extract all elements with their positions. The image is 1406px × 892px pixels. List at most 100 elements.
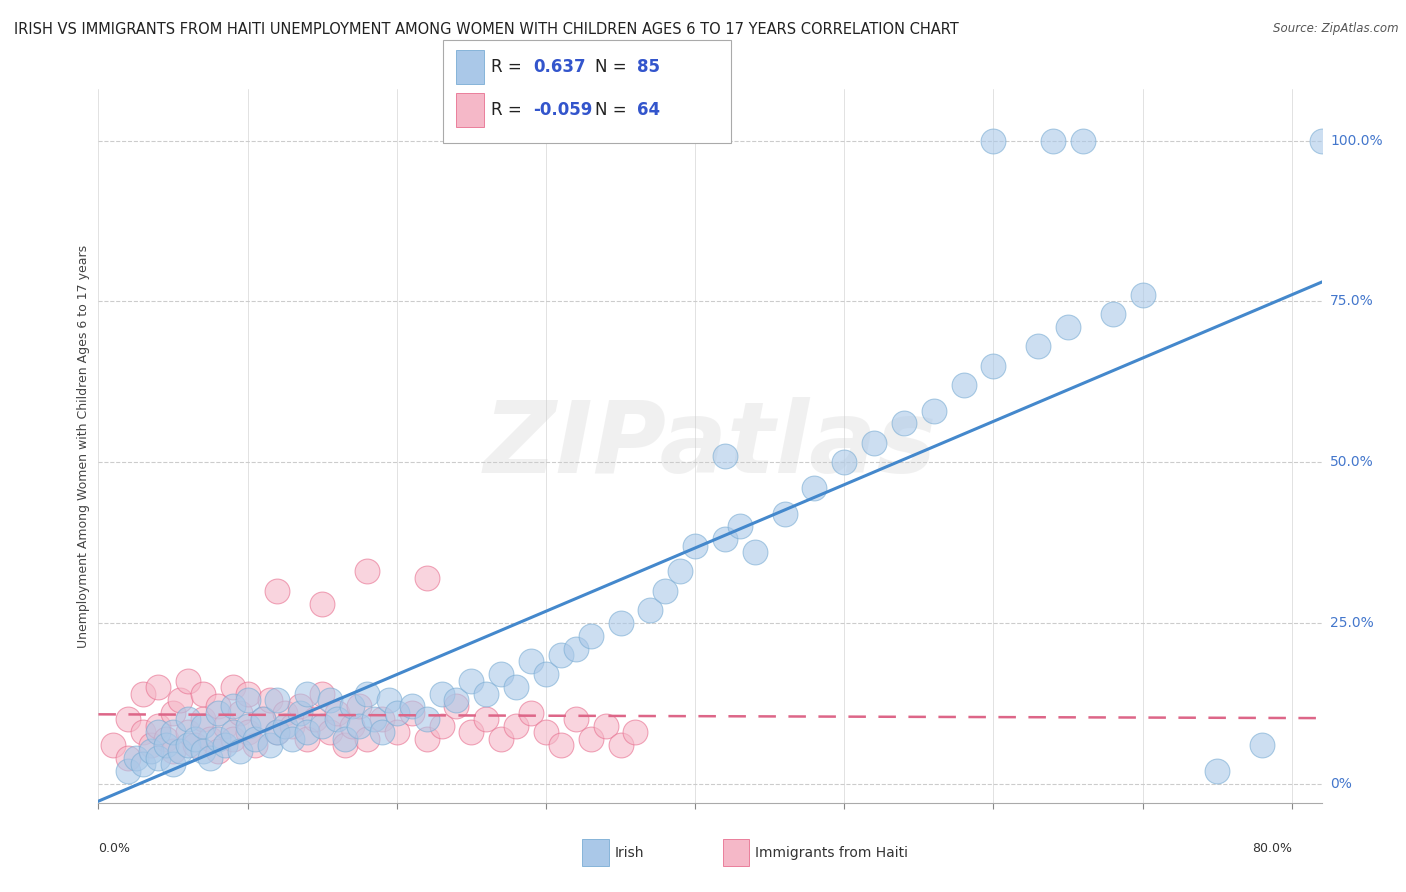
Point: [952, 378, 974, 392]
Point: [311, 719, 333, 733]
Point: [520, 654, 543, 668]
Point: [401, 706, 423, 720]
Point: [259, 738, 281, 752]
Point: [401, 699, 423, 714]
Point: [318, 725, 340, 739]
Point: [728, 519, 751, 533]
Text: Immigrants from Haiti: Immigrants from Haiti: [755, 846, 908, 860]
Point: [489, 731, 512, 746]
Point: [207, 744, 229, 758]
Point: [221, 725, 243, 739]
Y-axis label: Unemployment Among Women with Children Ages 6 to 17 years: Unemployment Among Women with Children A…: [77, 244, 90, 648]
Point: [356, 565, 378, 579]
Point: [340, 719, 363, 733]
Point: [363, 712, 385, 726]
Point: [200, 751, 222, 765]
Point: [155, 738, 177, 752]
Point: [288, 699, 311, 714]
Point: [162, 757, 184, 772]
Point: [475, 686, 498, 700]
Point: [117, 751, 139, 765]
Point: [229, 706, 252, 720]
Text: IRISH VS IMMIGRANTS FROM HAITI UNEMPLOYMENT AMONG WOMEN WITH CHILDREN AGES 6 TO : IRISH VS IMMIGRANTS FROM HAITI UNEMPLOYM…: [14, 22, 959, 37]
Point: [654, 583, 676, 598]
Point: [371, 725, 394, 739]
Point: [177, 738, 200, 752]
Point: [281, 731, 304, 746]
Point: [415, 571, 437, 585]
Point: [714, 533, 737, 547]
Point: [207, 699, 229, 714]
Point: [534, 667, 557, 681]
Point: [446, 699, 468, 714]
Point: [415, 731, 437, 746]
Point: [169, 693, 191, 707]
Point: [318, 693, 340, 707]
Point: [714, 449, 737, 463]
Point: [430, 686, 453, 700]
Point: [259, 693, 281, 707]
Point: [191, 712, 214, 726]
Point: [221, 699, 243, 714]
Point: [236, 719, 259, 733]
Point: [683, 539, 706, 553]
Point: [832, 455, 855, 469]
Point: [983, 134, 1005, 148]
Point: [132, 757, 155, 772]
Point: [863, 435, 886, 450]
Point: [297, 686, 319, 700]
Point: [207, 706, 229, 720]
Text: Irish: Irish: [614, 846, 644, 860]
Point: [146, 751, 169, 765]
Point: [214, 719, 236, 733]
Point: [252, 712, 274, 726]
Point: [236, 725, 259, 739]
Point: [609, 738, 631, 752]
Point: [1310, 134, 1333, 148]
Point: [1071, 134, 1094, 148]
Text: 64: 64: [637, 101, 659, 119]
Point: [229, 744, 252, 758]
Point: [385, 706, 408, 720]
Point: [117, 764, 139, 778]
Point: [1042, 134, 1064, 148]
Point: [243, 738, 266, 752]
Point: [1132, 288, 1154, 302]
Point: [266, 583, 288, 598]
Point: [162, 725, 184, 739]
Point: [155, 731, 177, 746]
Text: -0.059: -0.059: [533, 101, 592, 119]
Point: [505, 680, 527, 694]
Point: [162, 706, 184, 720]
Point: [640, 603, 662, 617]
Point: [146, 680, 169, 694]
Point: [579, 731, 602, 746]
Point: [177, 725, 200, 739]
Point: [349, 699, 371, 714]
Point: [191, 719, 214, 733]
Point: [1101, 307, 1123, 321]
Point: [243, 731, 266, 746]
Point: [595, 719, 617, 733]
Point: [1026, 339, 1049, 353]
Point: [446, 693, 468, 707]
Point: [385, 725, 408, 739]
Point: [191, 744, 214, 758]
Point: [214, 738, 236, 752]
Point: [460, 725, 482, 739]
Point: [565, 641, 588, 656]
Text: 75.0%: 75.0%: [1330, 294, 1374, 309]
Point: [333, 738, 356, 752]
Point: [274, 719, 297, 733]
Point: [744, 545, 766, 559]
Point: [207, 731, 229, 746]
Point: [565, 712, 588, 726]
Point: [356, 686, 378, 700]
Point: [252, 712, 274, 726]
Point: [773, 507, 796, 521]
Text: 0.637: 0.637: [533, 58, 585, 76]
Point: [146, 725, 169, 739]
Point: [505, 719, 527, 733]
Text: 0.0%: 0.0%: [98, 842, 131, 855]
Point: [139, 738, 162, 752]
